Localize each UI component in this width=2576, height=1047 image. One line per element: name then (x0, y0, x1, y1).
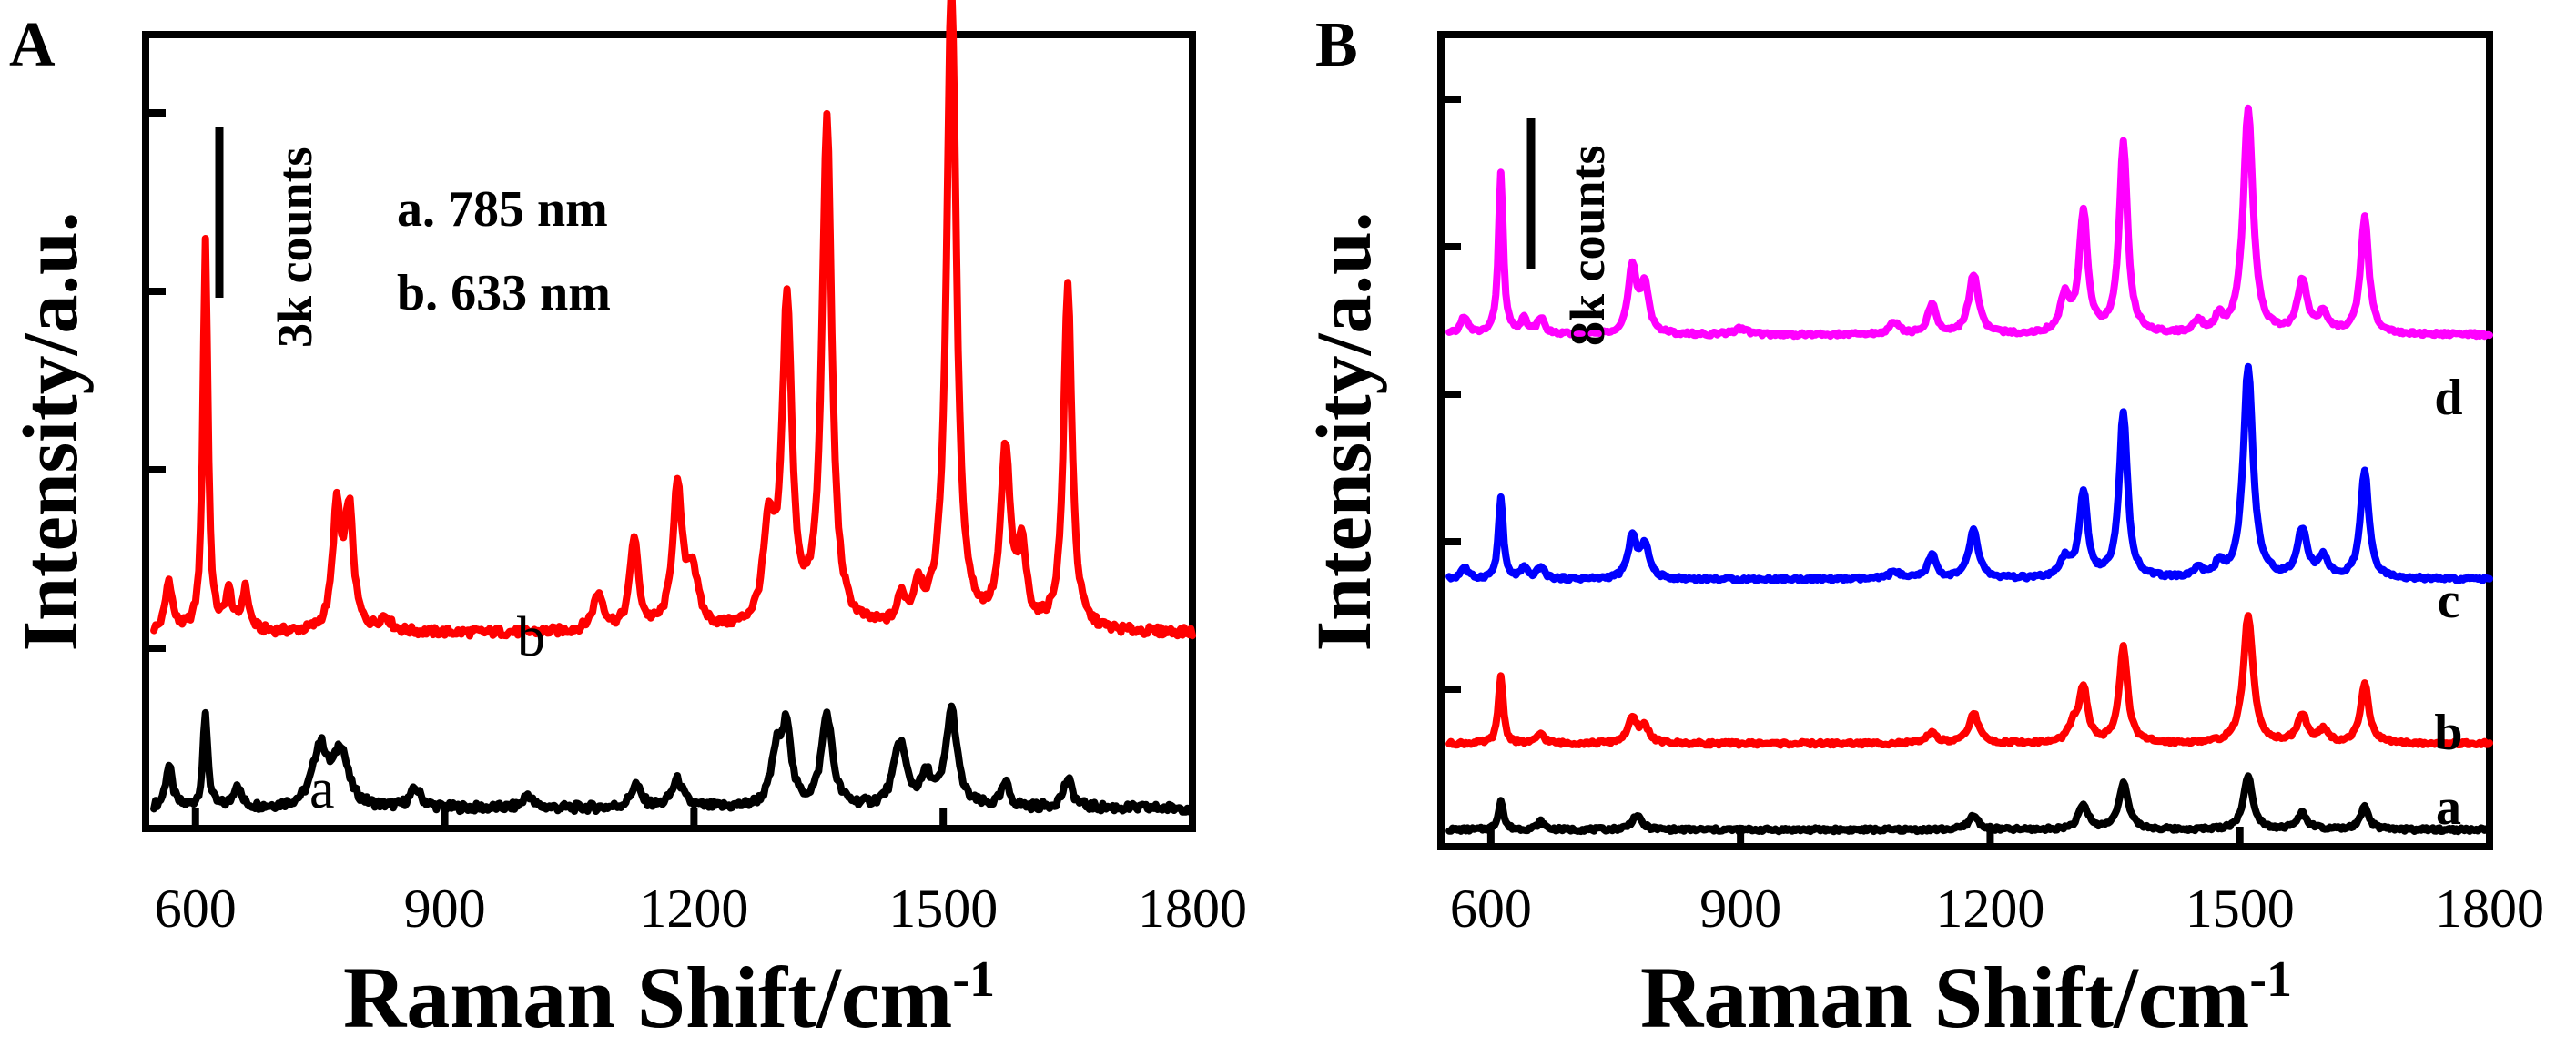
panel-a-series-label-b: b (517, 606, 545, 668)
panel-b-x-tick-label: 1500 (2186, 879, 2295, 939)
panel-b-x-ticks: 600 900 1200 1500 1800 (1450, 827, 2544, 939)
panel-a-x-ticks: 600 900 1200 1500 1800 (155, 808, 1247, 939)
panel-b-spectrum-d (1445, 104, 2493, 341)
panel-b-x-tick-label: 1800 (2435, 879, 2544, 939)
panel-a-x-tick-label: 1500 (888, 879, 998, 939)
panel-b-letter: B (1315, 10, 1358, 80)
panel-a-x-tick-label: 900 (404, 879, 486, 939)
panel-b-series-label-a: a (2436, 779, 2461, 836)
panel-b-x-axis-label: Raman Shift/cm-1 (1640, 949, 2292, 1046)
panel-a-x-axis-label: Raman Shift/cm-1 (343, 949, 995, 1046)
panel-a-scale-bar-label: 3k counts (268, 147, 322, 348)
panel-b-spectrum-b (1445, 612, 2493, 749)
panel-a-y-axis-label: Intensity/a.u. (6, 212, 94, 652)
panel-b-plot-frame (1437, 31, 2493, 850)
panel-a-series-label-a: a (309, 758, 335, 820)
panel-b-series-label-b: b (2434, 705, 2462, 761)
panel-a-x-tick-label: 600 (155, 879, 237, 939)
panel-b-scale-bar-label: 8k counts (1560, 145, 1615, 346)
panel-a-spectrum-b (150, 0, 1196, 640)
panel-b-series (1445, 104, 2493, 836)
panel-b-spectrum-a (1445, 772, 2493, 836)
panel-a: A 600 900 1200 1500 1800 3k counts a. 785 nm… (6, 0, 1247, 1046)
panel-b-y-axis-label: Intensity/a.u. (1300, 212, 1387, 652)
panel-a-x-tick-label: 1800 (1138, 879, 1247, 939)
panel-b-x-tick-label: 600 (1450, 879, 1532, 939)
panel-a-legend-item-a: a. 785 nm (397, 181, 608, 238)
panel-b-x-tick-label: 900 (1699, 879, 1781, 939)
panel-b-y-ticks (1441, 96, 1461, 693)
panel-a-y-ticks (146, 109, 166, 652)
panel-b-spectrum-c (1445, 362, 2493, 584)
panel-a-plot-frame (142, 31, 1196, 832)
panel-b-x-tick-label: 1200 (1935, 879, 2044, 939)
panel-a-legend-item-b: b. 633 nm (397, 265, 611, 321)
panel-a-letter: A (9, 10, 56, 80)
panel-a-series (150, 0, 1196, 816)
panel-b: B 600 900 1200 1500 1800 8k counts d c b a I… (1300, 10, 2544, 1046)
panel-a-spectrum-a (150, 702, 1196, 816)
panel-a-x-tick-label: 1200 (639, 879, 748, 939)
panel-b-series-label-c: c (2438, 573, 2460, 629)
panel-b-series-label-d: d (2434, 370, 2462, 426)
